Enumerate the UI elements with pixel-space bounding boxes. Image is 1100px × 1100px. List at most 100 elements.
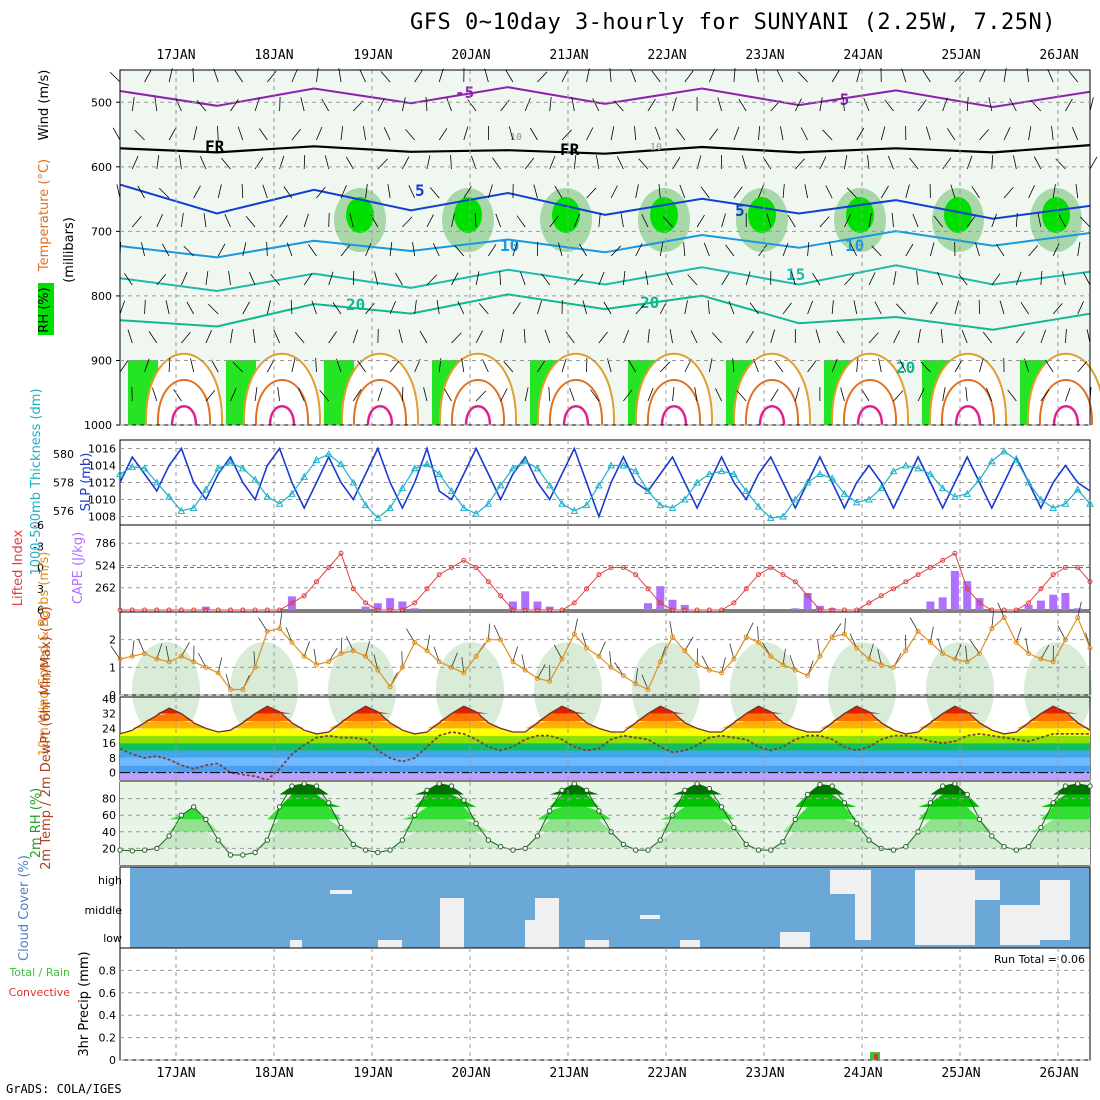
warm-plume-35 (450, 379, 506, 426)
li-tick-label: 0 (37, 562, 44, 575)
slp-tick-label: 1012 (88, 477, 116, 490)
thickness-marker (337, 460, 345, 468)
rh-marker (252, 849, 258, 856)
thickness-marker (1073, 485, 1082, 493)
wind-speed-marker (878, 662, 884, 668)
wind-barb (880, 126, 886, 141)
wind-barb (658, 184, 661, 199)
thickness-marker (435, 469, 444, 477)
wind-speed-marker (264, 628, 270, 634)
temperature-contour-20 (119, 293, 1091, 331)
thickness-marker (263, 492, 272, 500)
surface-wind-barb (969, 640, 980, 654)
lifted-index-marker (1038, 586, 1044, 592)
wind-barb (308, 244, 317, 257)
lifted-index-marker (461, 557, 467, 563)
cloud-patch (525, 920, 539, 948)
thickness-marker (595, 481, 603, 489)
cape-bar (828, 608, 837, 610)
wind-barb (300, 97, 305, 112)
wind-barb (966, 96, 969, 112)
rh-marker (620, 841, 627, 847)
wind-barb (565, 331, 575, 344)
wind-barb (254, 97, 260, 112)
warm-plume-30 (732, 352, 812, 426)
rh-band (120, 783, 1090, 795)
wind-barb (436, 300, 440, 315)
wind-barb (874, 301, 882, 315)
wind-barb (856, 68, 861, 83)
wind-speed-marker (117, 656, 123, 662)
wind-tick-label: 1 (109, 661, 116, 674)
cape-bar (680, 604, 689, 610)
wind-speed-marker (449, 664, 454, 670)
wind-barb (175, 98, 182, 112)
cloud-patch (290, 940, 302, 948)
wind-barb (592, 98, 600, 112)
cape-bar (1024, 604, 1033, 610)
warm-plume-40 (562, 405, 590, 426)
wind-barb (630, 68, 637, 83)
wind-barb (352, 270, 355, 286)
thickness-marker (496, 481, 505, 489)
warm-plume-40 (954, 405, 982, 426)
rh-marker (854, 820, 860, 827)
wind-barb (340, 244, 351, 257)
wind-barb (893, 271, 897, 286)
surface-wind-barb (1015, 627, 1022, 643)
thickness-marker (1000, 447, 1008, 455)
lifted-index-marker (756, 572, 761, 578)
wind-speed-marker (731, 656, 737, 662)
lifted-index-marker (620, 565, 626, 570)
surface-wind-barb (817, 640, 821, 657)
rh-marker (755, 847, 762, 853)
rh-marker (141, 847, 148, 853)
wind-barb (131, 97, 135, 112)
wind-barb (842, 97, 845, 112)
surface-wind-barb (217, 657, 223, 673)
thickness-marker (754, 502, 763, 510)
wind-barb (579, 243, 587, 257)
cape-bar (398, 601, 407, 610)
wind-barb (298, 388, 305, 402)
wind-barb (429, 187, 440, 199)
thickness-marker (914, 464, 922, 472)
wind-barb (423, 387, 428, 402)
wind-speed-marker (277, 626, 283, 632)
warm-plume-35 (352, 379, 408, 426)
wind-tick-label: 2 (109, 634, 116, 647)
wind-speed-marker (915, 628, 921, 634)
wind-barb (1020, 302, 1029, 315)
rh-blob-core (748, 197, 776, 233)
rh-marker (780, 839, 786, 845)
rh-band (120, 806, 1090, 820)
cape-ylabel: CAPE (J/kg) (71, 532, 86, 604)
thickness-marker (423, 460, 431, 468)
contour-label: 5 (415, 181, 425, 200)
surface-wind-barb (635, 668, 638, 684)
wind-barb (426, 274, 437, 286)
surface-wind-barb (451, 652, 458, 668)
surface-wind-barb (328, 647, 338, 663)
wind-speed-marker (817, 653, 823, 659)
wind-barb (554, 185, 563, 199)
wind-barb (154, 97, 158, 112)
lifted-index-marker (485, 579, 491, 585)
surface-wind-barb (487, 623, 491, 640)
warm-plume-40 (660, 405, 688, 426)
wind-barb (475, 271, 480, 286)
lifted-index-marker (289, 600, 295, 606)
wind-barb (610, 185, 618, 199)
wind-barb (782, 302, 792, 315)
wind-barb (1052, 243, 1060, 257)
rh-marker (829, 783, 835, 789)
wind-barb (1075, 184, 1079, 199)
surface-wind-barb (997, 602, 1005, 618)
thickness-marker (730, 469, 738, 477)
warm-plume-30 (1026, 352, 1100, 426)
thickness-marker (987, 457, 996, 465)
slp-tick-label: 1010 (88, 494, 116, 507)
cape-bar (938, 597, 947, 611)
wind-speed-marker (977, 651, 982, 656)
